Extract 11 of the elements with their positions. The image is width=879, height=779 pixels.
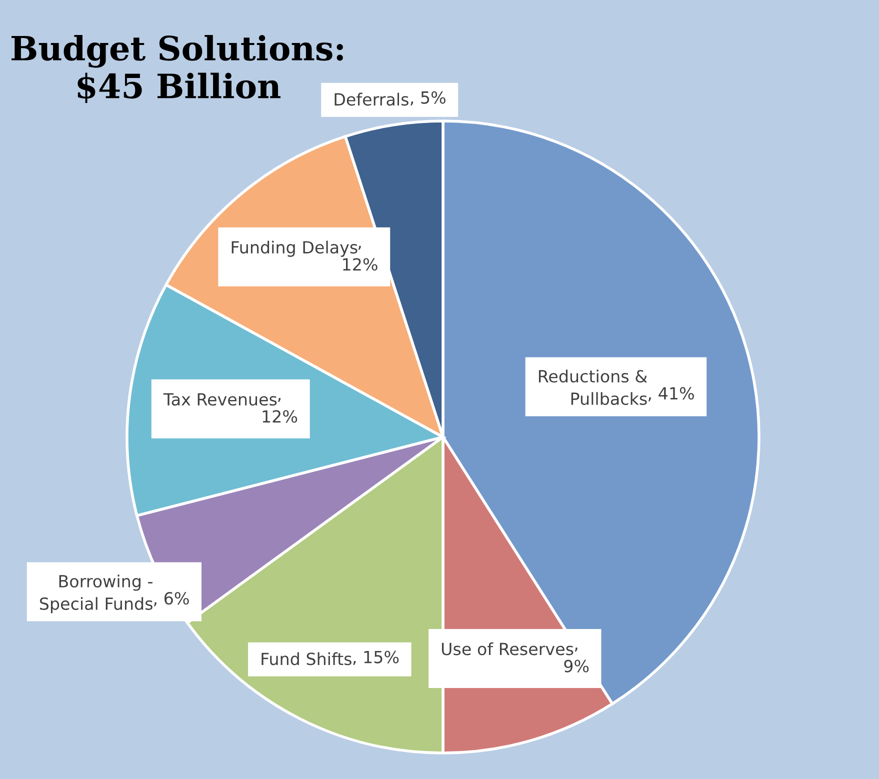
data-label: , 15%	[353, 650, 399, 666]
data-label: , 6%	[154, 592, 189, 606]
slice-label: Use of Reserves	[442, 642, 574, 656]
slice-label: Deferrals	[334, 92, 408, 106]
slice-label: Reductions & Pullbacks	[538, 370, 648, 406]
data-label: , 5%	[410, 91, 446, 106]
data-label: , 41%	[648, 387, 694, 402]
slice-label: Fund Shifts	[262, 652, 352, 666]
slice-label: Tax Revenues	[163, 393, 277, 406]
slice-label: Borrowing - Special Funds	[40, 574, 152, 614]
slice-label: Funding Delays	[232, 240, 358, 257]
